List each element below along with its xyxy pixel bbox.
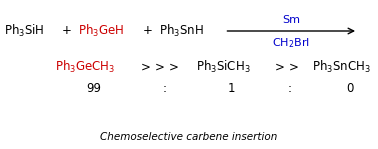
Text: $\mathregular{Ph_3SnH}$: $\mathregular{Ph_3SnH}$ xyxy=(159,23,203,39)
Text: $\mathregular{Ph_3SiCH_3}$: $\mathregular{Ph_3SiCH_3}$ xyxy=(196,59,251,75)
Text: $\mathregular{Ph_3SnCH_3}$: $\mathregular{Ph_3SnCH_3}$ xyxy=(312,59,371,75)
Text: 1: 1 xyxy=(228,83,235,96)
Text: :: : xyxy=(163,83,166,96)
Text: $\mathregular{\ +\ }$: $\mathregular{\ +\ }$ xyxy=(56,24,73,38)
Text: $\mathregular{>>>}$: $\mathregular{>>>}$ xyxy=(138,60,179,73)
Text: $\mathregular{>>}$: $\mathregular{>>}$ xyxy=(272,60,299,73)
Text: $\mathregular{CH_2BrI}$: $\mathregular{CH_2BrI}$ xyxy=(272,36,310,50)
Text: $\mathregular{\ +\ }$: $\mathregular{\ +\ }$ xyxy=(137,24,154,38)
Text: Sm: Sm xyxy=(282,15,300,25)
Text: $\mathregular{Ph_3GeH}$: $\mathregular{Ph_3GeH}$ xyxy=(78,23,124,39)
Text: :: : xyxy=(287,83,291,96)
Text: 99: 99 xyxy=(87,83,101,96)
Text: Chemoselective carbene insertion: Chemoselective carbene insertion xyxy=(100,132,278,142)
Text: 0: 0 xyxy=(346,83,353,96)
Text: $\mathregular{Ph_3SiH}$: $\mathregular{Ph_3SiH}$ xyxy=(4,23,45,39)
Text: $\mathregular{Ph_3GeCH_3}$: $\mathregular{Ph_3GeCH_3}$ xyxy=(55,59,115,75)
